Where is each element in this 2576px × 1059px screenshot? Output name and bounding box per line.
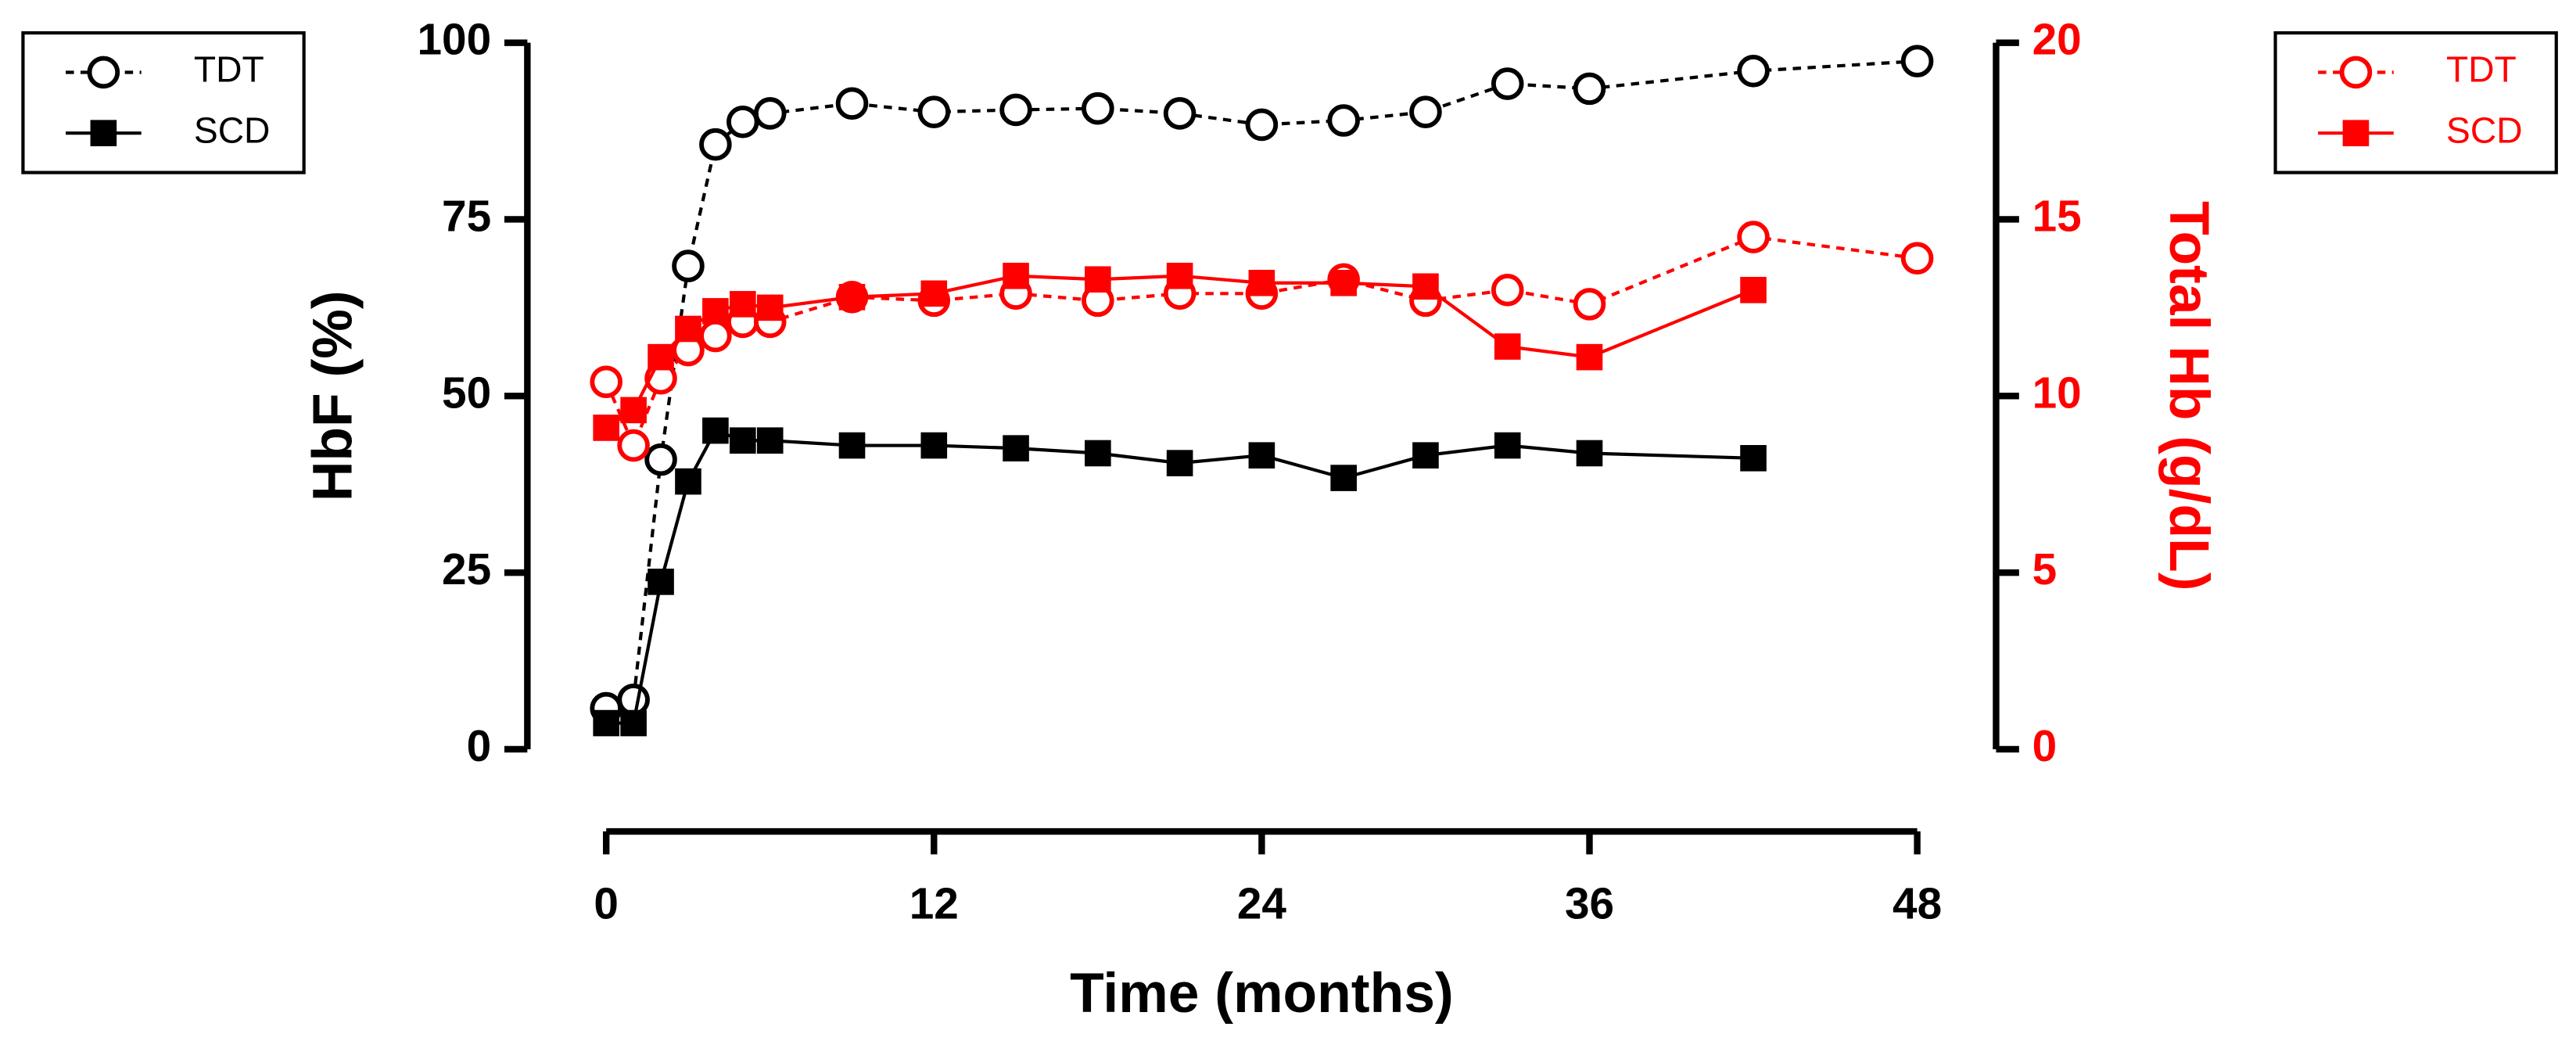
y-axis-title: HbF (%) (302, 290, 364, 501)
x-tick-label: 36 (1565, 880, 1614, 929)
series-line (606, 428, 1754, 725)
y2-tick-label: 5 (2032, 545, 2058, 594)
data-point (699, 127, 732, 161)
y-tick-label: 75 (442, 192, 491, 241)
y2-axis-title: Total Hb (g/dL) (2158, 201, 2220, 591)
data-point (648, 343, 674, 371)
data-point (835, 87, 869, 120)
data-point (702, 417, 729, 444)
y2-tick-label: 15 (2032, 192, 2082, 241)
data-point (593, 709, 619, 737)
data-point (1003, 262, 1029, 289)
data-point (1409, 95, 1442, 128)
y-tick-label: 25 (442, 545, 491, 594)
data-point (1737, 54, 1770, 88)
data-point (1900, 45, 1934, 77)
data-point (593, 415, 619, 441)
data-point (730, 291, 756, 318)
x-tick-label: 48 (1893, 880, 1942, 929)
data-point (1166, 262, 1193, 289)
data-point (1576, 343, 1603, 371)
data-point (1573, 72, 1606, 106)
x-axis-title: Time (months) (1070, 962, 1454, 1025)
data-point (920, 280, 948, 307)
legend-label: TDT (2446, 49, 2517, 90)
y2-tick-label: 10 (2032, 368, 2082, 418)
data-point (1900, 242, 1934, 275)
legend-marker (87, 56, 120, 89)
data-point (644, 443, 677, 476)
data-point (1494, 333, 1521, 360)
data-point (727, 106, 759, 138)
legend-marker (90, 120, 117, 146)
data-point (1330, 269, 1357, 296)
data-point (917, 95, 951, 128)
data-point (1494, 432, 1521, 459)
data-point (1737, 221, 1770, 253)
data-point (699, 319, 732, 353)
x-tick-label: 0 (594, 880, 619, 929)
data-point (1166, 450, 1193, 476)
legend-box (2273, 31, 2558, 174)
legend-marker (2339, 56, 2373, 89)
data-point (1163, 97, 1197, 130)
data-point (1085, 266, 1111, 293)
data-point (999, 93, 1032, 127)
data-point (675, 468, 701, 495)
data-point (1245, 108, 1279, 142)
data-point (838, 284, 866, 311)
series-line (605, 235, 1918, 450)
data-point (753, 97, 787, 130)
legend-label: SCD (194, 109, 271, 150)
data-point (1412, 273, 1439, 300)
data-point (756, 294, 784, 321)
data-point (1491, 274, 1524, 307)
data-point (1491, 67, 1524, 100)
data-point (1573, 288, 1606, 321)
data-point (1412, 442, 1439, 468)
data-point (617, 683, 650, 716)
data-point (1330, 465, 1357, 491)
legend-label: SCD (2446, 109, 2523, 150)
data-point (672, 249, 705, 282)
data-point (617, 429, 650, 462)
y2-tick-label: 0 (2032, 722, 2058, 771)
data-point (648, 569, 674, 595)
x-tick-label: 12 (909, 880, 959, 929)
y-tick-label: 100 (417, 16, 491, 65)
data-point (1248, 269, 1275, 296)
data-point (1085, 440, 1111, 467)
legend-label: TDT (194, 49, 264, 90)
series-line (605, 59, 1918, 710)
data-point (1740, 277, 1767, 303)
data-point (1740, 444, 1767, 472)
data-point (1082, 92, 1114, 125)
data-point (590, 365, 622, 399)
y-tick-label: 0 (467, 722, 492, 771)
data-point (756, 427, 784, 454)
data-point (675, 315, 701, 343)
legend-box (21, 31, 306, 174)
y2-tick-label: 20 (2032, 16, 2082, 65)
data-point (1248, 442, 1275, 468)
data-point (620, 397, 647, 424)
data-point (1576, 440, 1603, 467)
data-point (620, 709, 647, 737)
data-point (1327, 104, 1360, 137)
data-point (838, 432, 866, 459)
data-point (1003, 435, 1029, 461)
legend-marker (2342, 120, 2370, 146)
y-tick-label: 50 (442, 368, 491, 418)
x-tick-label: 24 (1237, 880, 1287, 929)
data-point (702, 298, 729, 325)
data-point (920, 432, 948, 459)
data-point (730, 427, 756, 454)
